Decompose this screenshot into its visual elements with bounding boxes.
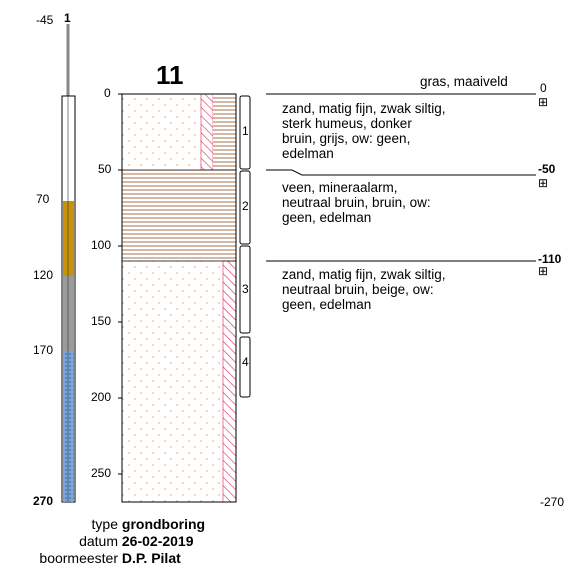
layer-depth-label: -50 [538, 162, 556, 176]
sample-box [239, 170, 251, 245]
meta-key: boormeester [39, 550, 118, 566]
piezometer-id-label: 1 [64, 11, 71, 25]
layer-desc-line: geen, edelman [282, 210, 371, 225]
meta-value: 26-02-2019 [121, 533, 194, 549]
meta-value: D.P. Pilat [121, 550, 181, 566]
depth-tick-label: 50 [98, 162, 112, 176]
layer-desc-line: veen, mineraalarm, [282, 180, 398, 195]
depth-tick-label: 0 [104, 86, 111, 100]
meta-row: datum 26-02-2019 [0, 533, 300, 550]
layer-depth-label: -110 [538, 252, 562, 266]
meta-key: type [91, 516, 118, 532]
piezo-axis-label: 270 [33, 494, 53, 508]
piezometer-gold-segment [63, 201, 74, 276]
lithology-column [121, 93, 237, 503]
sample-box [239, 245, 251, 334]
sample-label: 1 [242, 124, 249, 138]
layer-desc-line: bruin, grijs, ow: geen, [282, 131, 410, 146]
depth-tick-label: 250 [91, 466, 111, 480]
meta-block: type grondboring datum 26-02-2019 boorme… [0, 516, 300, 567]
layer-sand-lower [122, 261, 223, 502]
layer-desc-line: neutraal bruin, bruin, ow: [282, 195, 431, 210]
depth-tick-label: 200 [91, 390, 111, 404]
layer-boundary [266, 169, 536, 176]
depth-tick-label: 100 [91, 238, 111, 252]
layer-desc-line: zand, matig fijn, zwak siltig, [282, 267, 446, 282]
piezometer-filter-segment [63, 351, 74, 502]
sample-box [239, 336, 251, 398]
layer-desc-line: neutraal bruin, beige, ow: [282, 282, 434, 297]
layer-desc-line: geen, edelman [282, 297, 371, 312]
depth-axis: 0 50 100 150 200 250 [91, 86, 122, 480]
meta-row: type grondboring [0, 516, 300, 533]
sample-column: 1 2 3 4 [239, 95, 251, 398]
bottom-depth-label: -270 [540, 495, 564, 509]
piezometer: -45 1 70 120 170 270 [33, 11, 76, 508]
layer-desc-line: sterk humeus, donker [282, 116, 412, 131]
lower-hatch [222, 260, 237, 503]
sample-box [239, 95, 251, 170]
layer-sand-humus [122, 94, 201, 170]
piezo-axis-label: 70 [36, 192, 50, 206]
sample-label: 4 [242, 355, 249, 369]
layer-descriptions: gras, maaiveld 0 ⊞ zand, matig fijn, zwa… [266, 74, 564, 509]
humus-hatch [200, 93, 214, 171]
layer-depth-label: 0 [540, 81, 547, 95]
surface-label: gras, maaiveld [420, 74, 508, 89]
sample-label: 2 [242, 199, 249, 213]
meta-key: datum [79, 533, 118, 549]
meta-value: grondboring [121, 516, 206, 532]
depth-tick-label: 150 [91, 314, 111, 328]
plus-box-icon: ⊞ [538, 264, 548, 278]
layer-top-peat-strip [213, 94, 236, 170]
piezometer-gray-segment [63, 276, 74, 351]
plus-box-icon: ⊞ [538, 176, 548, 190]
boring-title: 11 [156, 60, 184, 90]
layer-desc-line: edelman [282, 146, 334, 161]
plus-box-icon: ⊞ [538, 95, 548, 109]
piezo-axis-label: 120 [33, 268, 53, 282]
layer-peat [122, 170, 236, 261]
sample-label: 3 [242, 282, 249, 296]
layer-desc-line: zand, matig fijn, zwak siltig, [282, 101, 446, 116]
piezo-axis-label: 170 [33, 343, 53, 357]
meta-row: boormeester D.P. Pilat [0, 550, 300, 567]
piezometer-top-label: -45 [36, 13, 54, 27]
